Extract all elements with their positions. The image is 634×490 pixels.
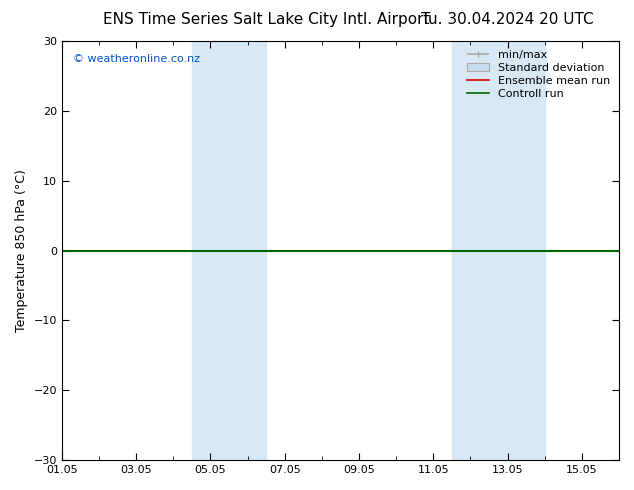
Legend: min/max, Standard deviation, Ensemble mean run, Controll run: min/max, Standard deviation, Ensemble me… — [463, 47, 614, 102]
Bar — [452, 41, 489, 460]
Y-axis label: Temperature 850 hPa (°C): Temperature 850 hPa (°C) — [15, 169, 28, 332]
Bar — [192, 41, 266, 460]
Text: ENS Time Series Salt Lake City Intl. Airport: ENS Time Series Salt Lake City Intl. Air… — [103, 12, 429, 27]
Bar — [489, 41, 545, 460]
Text: Tu. 30.04.2024 20 UTC: Tu. 30.04.2024 20 UTC — [421, 12, 593, 27]
Text: © weatheronline.co.nz: © weatheronline.co.nz — [73, 53, 200, 64]
